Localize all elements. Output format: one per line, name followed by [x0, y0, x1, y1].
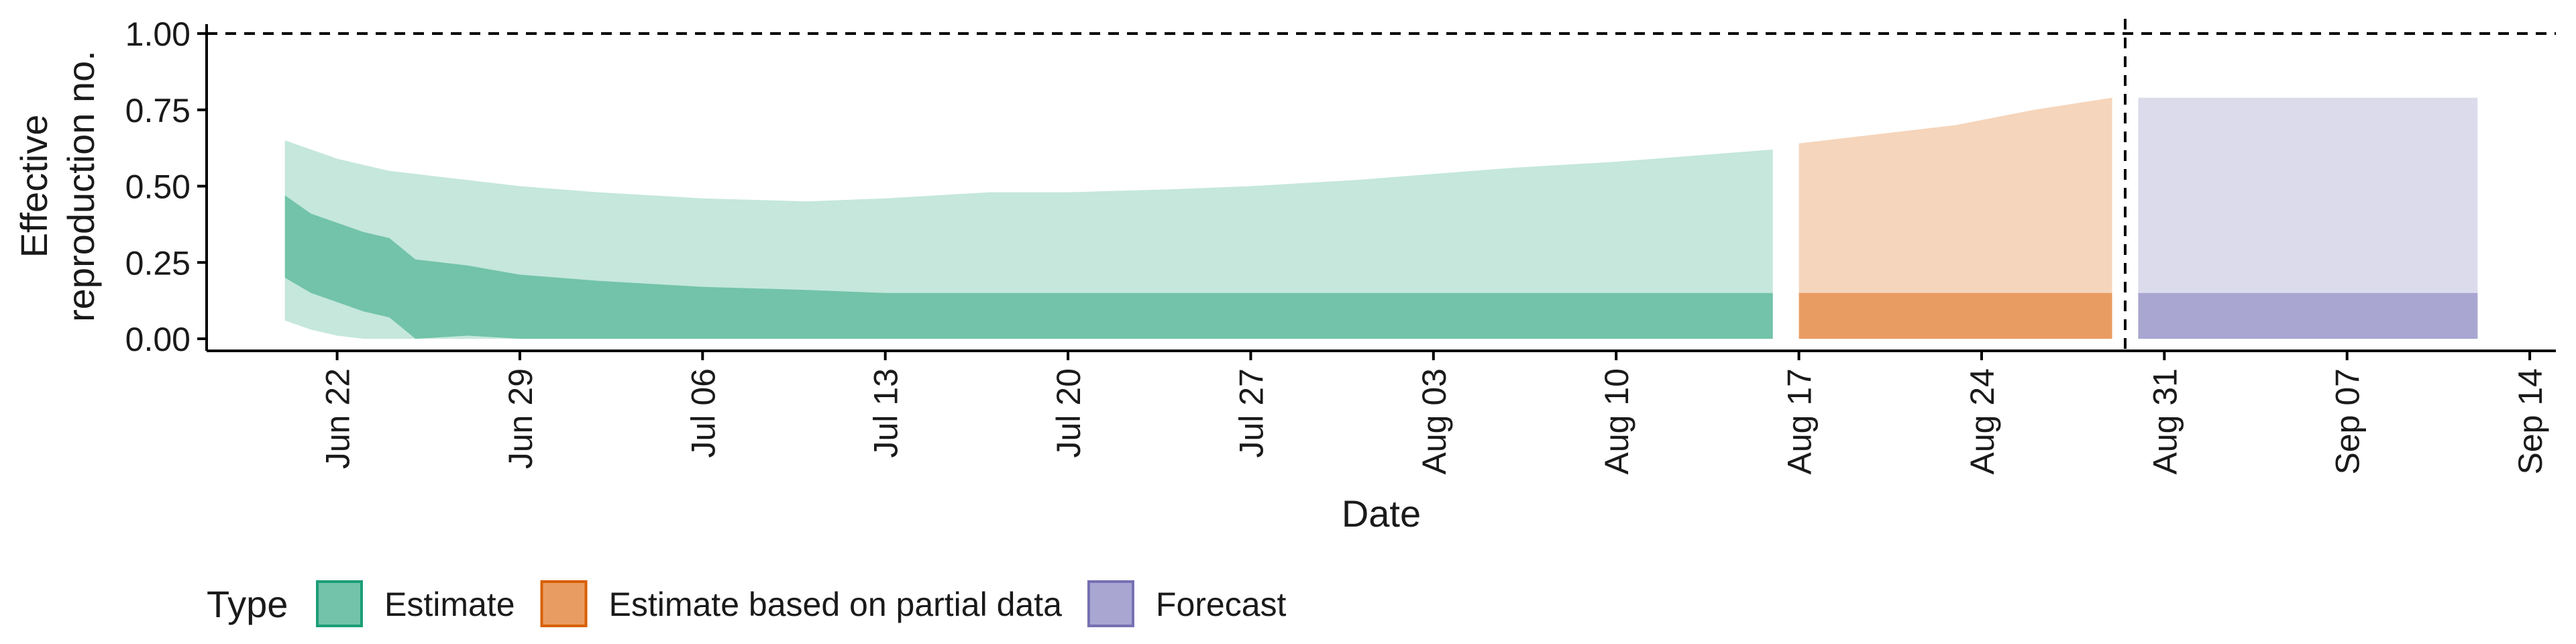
y-tick-label: 0.50	[125, 168, 191, 206]
y-tick-label: 0.75	[125, 92, 191, 129]
x-tick-label: Aug 17	[1781, 368, 1819, 474]
y-axis-title-line: Effective	[13, 115, 55, 258]
band-outer-3	[2138, 97, 2478, 339]
credible-interval-bands	[284, 97, 2478, 339]
x-tick-label: Jun 22	[319, 368, 357, 469]
axes: 0.00 0.25 0.50 0.75 1.00 Jun 22 Jun 29 Jul 06 Ju…	[125, 15, 2556, 474]
band-inner-2	[1799, 292, 2112, 339]
band-outer-2	[1799, 97, 2112, 339]
x-tick-label: Aug 24	[1964, 368, 2001, 474]
legend-label-2: Estimate based on partial data	[609, 586, 1063, 623]
legend-title: Type	[207, 583, 288, 625]
x-tick-label: Sep 07	[2329, 368, 2367, 474]
legend-swatch-1	[316, 580, 363, 627]
x-tick-label: Aug 03	[1415, 368, 1453, 474]
y-tick-label: 0.25	[125, 244, 191, 282]
y-tick-label: 1.00	[125, 15, 191, 53]
legend-label-1: Estimate	[384, 586, 515, 623]
x-tick-label: Jul 06	[684, 368, 722, 458]
legend-swatch-3	[1087, 580, 1134, 627]
reference-lines	[207, 19, 2556, 351]
y-axis-title-line: reproduction no.	[60, 50, 102, 322]
x-axis-title: Date	[1342, 492, 1421, 535]
x-tick-label: Aug 10	[1598, 368, 1635, 474]
y-tick-label: 0.00	[125, 321, 191, 358]
x-tick-label: Jul 13	[867, 368, 905, 458]
band-inner-3	[2138, 292, 2478, 339]
x-tick-label: Jul 27	[1232, 368, 1270, 458]
x-tick-label: Jul 20	[1050, 368, 1087, 458]
band-inner-1	[284, 195, 1773, 339]
legend: Type Estimate Estimate based on partial da…	[207, 580, 1287, 627]
x-tick-label: Jun 29	[502, 368, 539, 469]
x-tick-label: Sep 14	[2512, 368, 2549, 474]
legend-swatch-2	[540, 580, 588, 627]
legend-label-3: Forecast	[1156, 586, 1287, 623]
x-tick-label: Aug 31	[2146, 368, 2184, 474]
y-axis-title: Effective reproduction no.	[13, 50, 102, 322]
